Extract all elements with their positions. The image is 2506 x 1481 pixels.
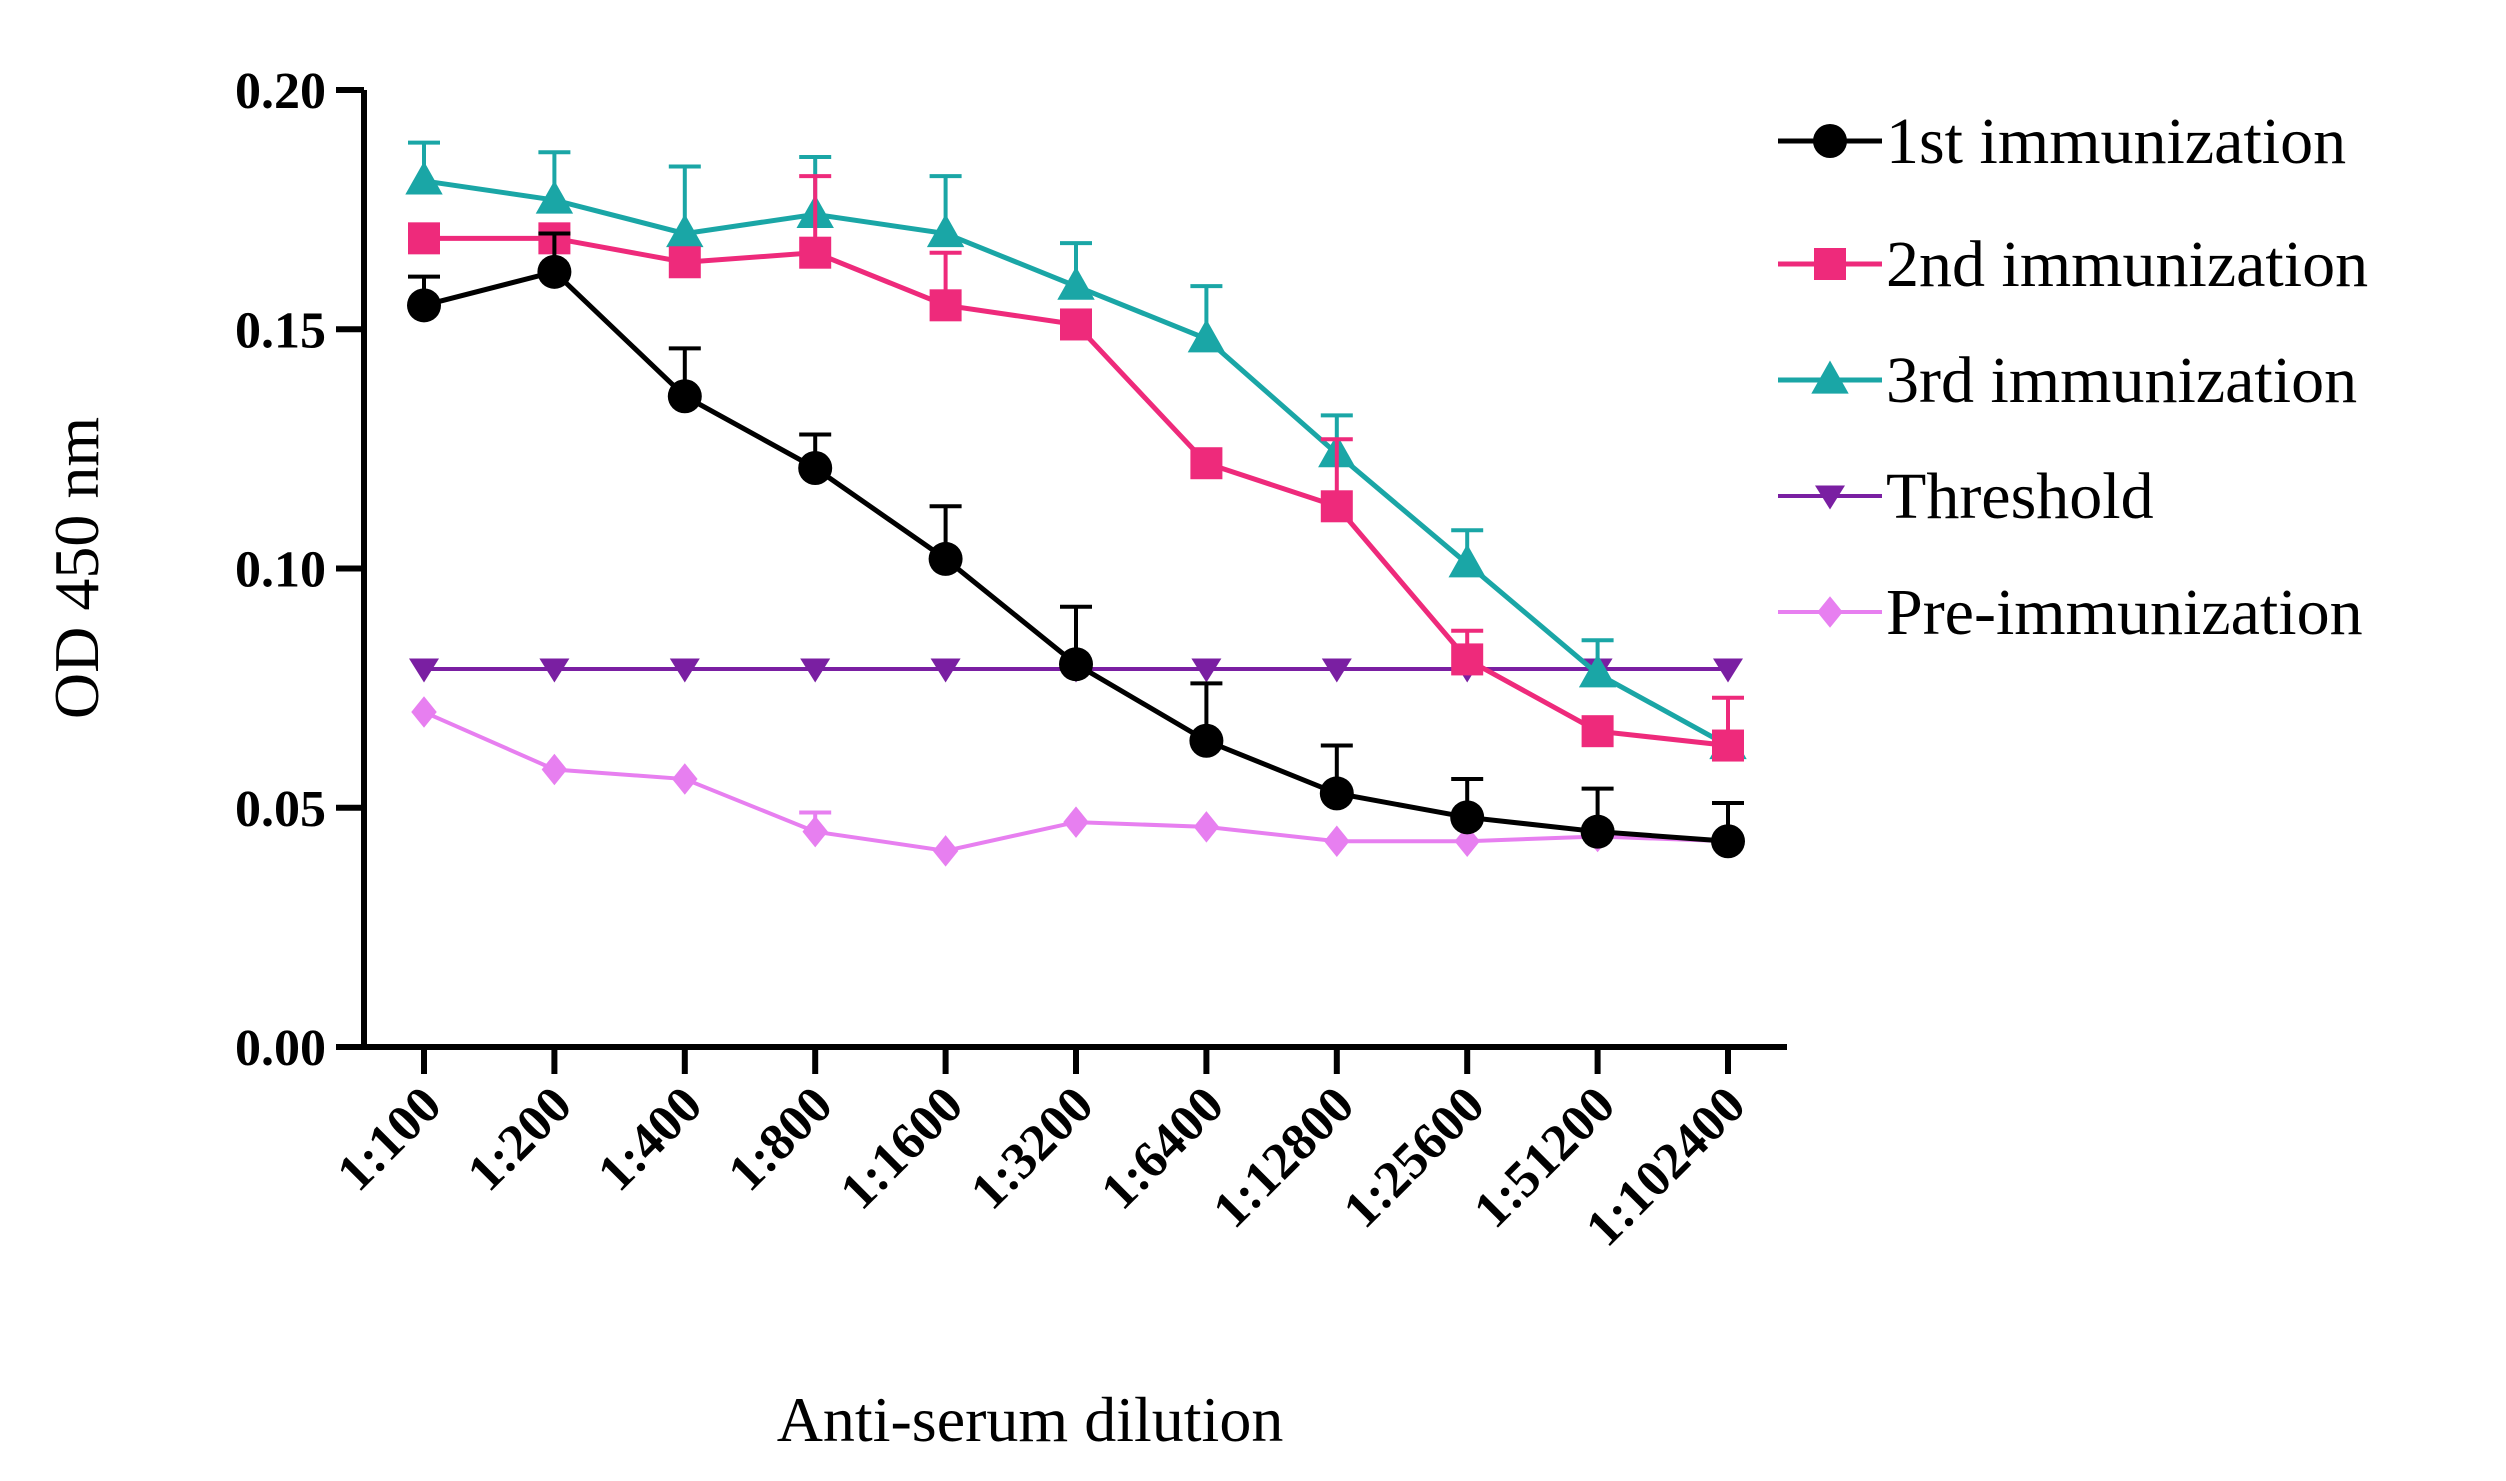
legend-marker (1814, 248, 1846, 280)
legend-marker (1817, 596, 1843, 628)
plot-area (405, 140, 1747, 867)
data-point (1321, 658, 1352, 683)
data-point (1713, 658, 1743, 683)
x-tick-label: 1:100 (326, 1076, 452, 1202)
data-point (1319, 776, 1354, 811)
y-axis-title: OD 450 nm (41, 417, 112, 719)
data-point (1580, 814, 1615, 849)
legend-label: 2nd immunization (1886, 228, 2368, 301)
data-point (537, 254, 572, 289)
legend: 1st immunization 2nd immunization 3rd immu… (1778, 105, 2368, 649)
x-tick-label: 1:800 (718, 1076, 844, 1202)
data-point (1059, 647, 1093, 682)
y-tick-label: 0.00 (235, 1020, 326, 1077)
data-point (411, 696, 437, 728)
data-point (669, 658, 700, 683)
data-point (409, 658, 439, 683)
legend-item-2nd-immunization: 2nd immunization (1778, 228, 2368, 301)
data-point (802, 815, 828, 848)
data-point (1581, 715, 1614, 748)
data-point (1712, 729, 1744, 762)
y-tick-label: 0.05 (235, 781, 326, 838)
data-point (541, 753, 568, 786)
legend-item-1st-immunization: 1st immunization (1778, 105, 2346, 178)
data-point (1448, 544, 1486, 578)
data-point (1454, 825, 1480, 857)
data-point (407, 288, 441, 323)
legend-label: 3rd immunization (1886, 344, 2357, 417)
series-pre-immunization (411, 696, 1741, 867)
legend-marker (1811, 360, 1849, 394)
x-tick-label: 1:3200 (960, 1076, 1104, 1220)
data-point (1190, 447, 1223, 480)
data-point (1189, 723, 1224, 758)
x-tick-label: 1:25600 (1333, 1076, 1496, 1239)
legend-item-3rd-immunization: 3rd immunization (1778, 344, 2357, 417)
series-2nd-immunization (408, 174, 1744, 762)
series-1st-immunization (407, 231, 1745, 859)
y-tick-label: 0.15 (235, 302, 326, 359)
legend-marker (1813, 124, 1847, 158)
data-point (1063, 806, 1089, 838)
data-point (926, 214, 965, 248)
x-axis-title: Anti-serum dilution (777, 1384, 1284, 1455)
data-point (932, 835, 959, 867)
data-point (539, 658, 570, 683)
data-point (672, 763, 698, 795)
data-point (1324, 825, 1350, 857)
data-point (1057, 266, 1095, 300)
data-point (1578, 654, 1617, 688)
data-point (928, 541, 963, 576)
series-3rd-immunization (405, 140, 1747, 760)
legend-label: 1st immunization (1886, 105, 2346, 178)
x-ticks: 1:100 1:200 1:400 1:8001:16001:32001:64001:… (326, 1047, 1756, 1257)
data-point (405, 161, 443, 195)
data-point (1450, 800, 1485, 835)
data-point (1320, 490, 1353, 523)
data-point (1193, 811, 1220, 843)
x-tick-label: 1:1600 (830, 1076, 974, 1220)
legend-label: Threshold (1886, 460, 2154, 533)
x-tick-label: 1:12800 (1202, 1076, 1365, 1239)
axes (361, 90, 1787, 1050)
legend-item-threshold: Threshold (1778, 460, 2154, 533)
y-ticks: 0.00 0.05 0.10 0.15 0.20 (235, 63, 364, 1077)
data-point (535, 180, 574, 214)
data-point (800, 658, 831, 683)
data-point (929, 289, 962, 322)
series-line (423, 269, 1729, 844)
legend-item-pre-immunization: Pre-immunization (1778, 576, 2363, 649)
data-point (930, 658, 961, 683)
data-point (666, 214, 704, 248)
data-point (667, 379, 702, 414)
data-point (799, 236, 832, 269)
x-tick-label: 1:200 (457, 1076, 583, 1202)
legend-marker (1815, 485, 1845, 510)
data-point (408, 222, 440, 255)
y-tick-label: 0.20 (235, 63, 326, 120)
data-point (1191, 658, 1222, 683)
data-point (1451, 643, 1484, 676)
data-point (668, 246, 701, 279)
data-point (1187, 319, 1226, 353)
legend-label: Pre-immunization (1886, 576, 2363, 649)
data-point (798, 451, 833, 486)
data-point (1060, 308, 1092, 341)
y-tick-label: 0.10 (235, 542, 326, 599)
x-tick-label: 1:400 (587, 1076, 713, 1202)
data-point (1711, 824, 1745, 859)
